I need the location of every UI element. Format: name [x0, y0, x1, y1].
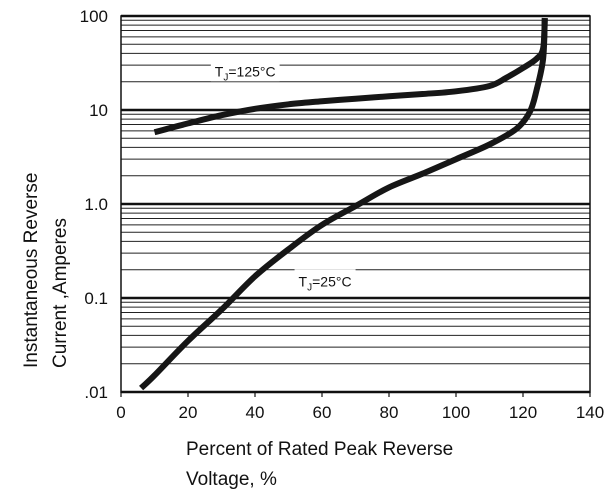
series-label-text: TJ=25°C — [299, 273, 352, 293]
x-axis-title-line-1: Percent of Rated Peak Reverse — [186, 439, 453, 460]
y-tick-label: .01 — [84, 383, 108, 402]
x-tick-label: 120 — [509, 403, 537, 422]
y-tick-labels: .01 0.1 1.0 10 100 — [80, 7, 108, 402]
y-tick-label: 10 — [89, 101, 108, 120]
y-tick-label: 0.1 — [84, 289, 108, 308]
series-line-tj-125c — [153, 17, 548, 136]
x-axis-title-line-2: Voltage, % — [186, 469, 277, 490]
x-tick-label: 20 — [179, 403, 198, 422]
series-label-text: TJ=125°C — [215, 63, 276, 83]
y-axis-title-line-1: Instantaneous Reverse — [21, 173, 42, 368]
y-tick-label: 1.0 — [84, 195, 108, 214]
y-tick-label: 100 — [80, 7, 108, 26]
plot-frame — [120, 15, 591, 393]
x-tick-label: 40 — [246, 403, 265, 422]
series-layer — [139, 17, 548, 391]
x-tick-label: 140 — [576, 403, 604, 422]
series-label: TJ=25°C — [294, 269, 356, 293]
minor-gridlines — [121, 19, 590, 365]
x-tick-label: 0 — [116, 403, 125, 422]
y-axis-title-line-2: Current ,Amperes — [50, 218, 71, 368]
series-label-background — [210, 59, 280, 82]
x-tick-label: 80 — [380, 403, 399, 422]
series-label-background — [294, 269, 356, 292]
series-labels: TJ=125°C TJ=25°C — [210, 59, 356, 293]
x-tick-labels: 0 20 40 60 80 100 120 140 — [116, 392, 604, 422]
x-tick-label: 60 — [313, 403, 332, 422]
series-label: TJ=125°C — [210, 59, 280, 83]
x-tick-label: 100 — [442, 403, 470, 422]
series-line-tj-25c — [139, 17, 548, 391]
